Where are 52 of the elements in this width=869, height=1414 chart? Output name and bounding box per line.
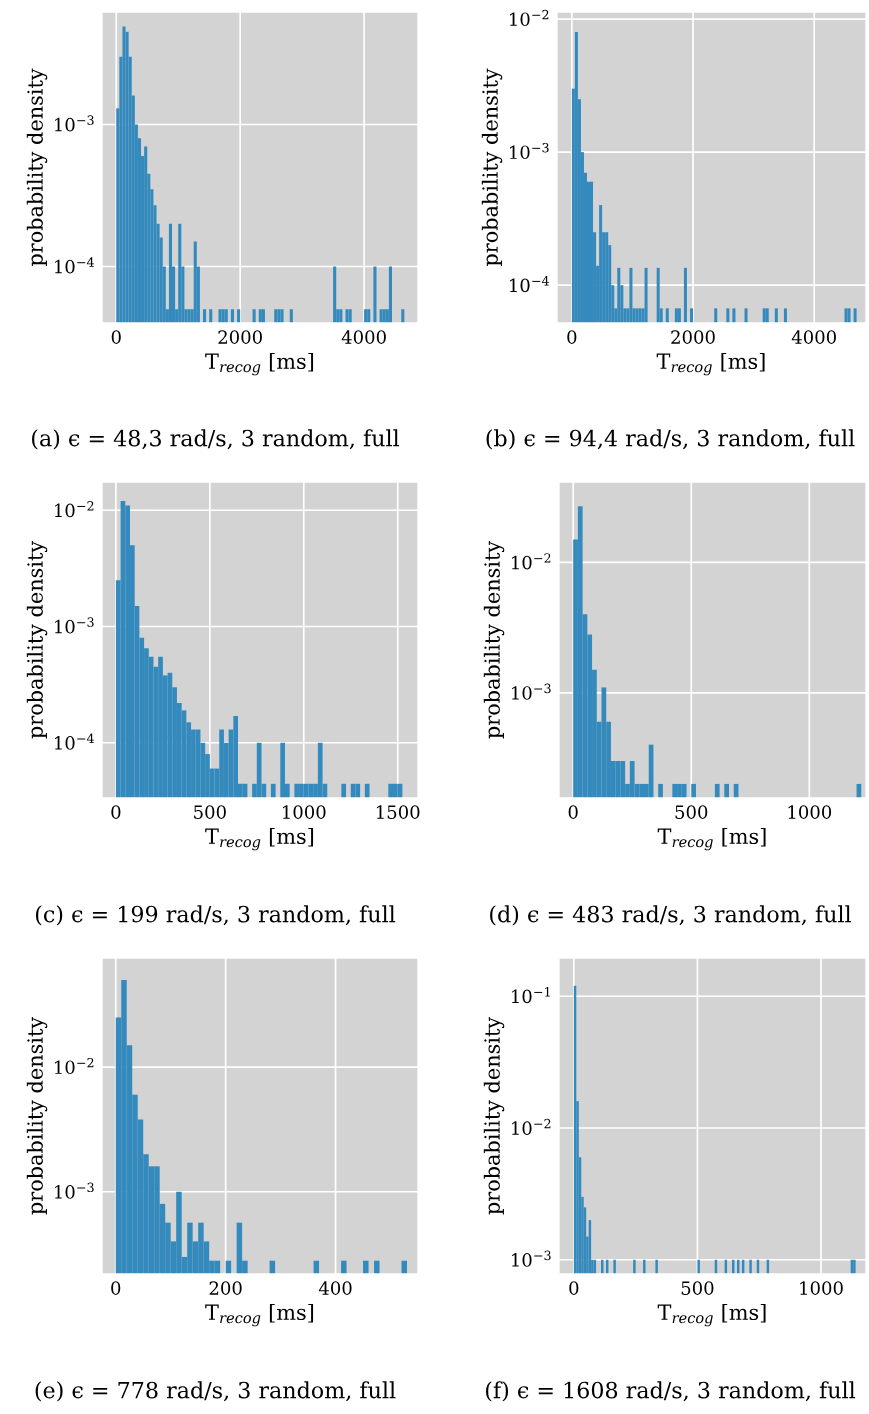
y-tick-label: 10$^{−2}$ xyxy=(510,9,549,27)
x-tick-label: 0 xyxy=(569,1281,579,1295)
x-axis-title: T$_{recog}$ [ms] xyxy=(657,1303,766,1327)
x-tick-label: 2000 xyxy=(218,330,262,344)
x-tick-label: 500 xyxy=(194,805,226,819)
x-tick-label: 500 xyxy=(681,1281,714,1295)
y-axis-title: probability density xyxy=(26,540,48,739)
x-tick-label: 1000 xyxy=(800,1281,843,1295)
y-tick-label: 10$^{−2}$ xyxy=(512,553,551,570)
y-axis-title: probability density xyxy=(481,68,503,267)
text: (d) ϵ = 483 rad/s, 3 random, full xyxy=(490,905,852,926)
y-tick-label: 10$^{−2}$ xyxy=(55,1057,94,1075)
x-tick-label: 4000 xyxy=(341,330,386,344)
y-tick-label: 10$^{−3}$ xyxy=(55,1182,94,1199)
y-tick-label: 10$^{−4}$ xyxy=(55,257,94,274)
text: (b) ϵ = 94,4 rad/s, 3 random, full xyxy=(486,429,855,450)
y-tick-label: 10$^{−3}$ xyxy=(512,1250,551,1267)
x-tick-label: 1000 xyxy=(788,805,832,819)
x-tick-label: 1000 xyxy=(283,805,326,819)
y-tick-label: 10$^{−4}$ xyxy=(55,733,94,750)
text: (e) ϵ = 778 rad/s, 3 random, full xyxy=(35,1381,396,1402)
x-tick-label: 1500 xyxy=(376,805,420,819)
x-axis-title: T$_{recog}$ [ms] xyxy=(656,352,765,376)
x-axis-title: T$_{recog}$ [ms] xyxy=(657,827,766,851)
y-tick-label: 10$^{−3}$ xyxy=(512,683,551,700)
x-tick-label: 0 xyxy=(111,330,121,344)
y-axis-title: probability density xyxy=(26,68,48,267)
x-axis-title: T$_{recog}$ [ms] xyxy=(205,1303,314,1327)
y-tick-label: 10$^{−3}$ xyxy=(510,142,549,160)
y-axis-title: probability density xyxy=(483,1016,505,1215)
y-tick-label: 10$^{−3}$ xyxy=(55,115,94,132)
x-tick-label: 500 xyxy=(675,805,708,819)
x-tick-label: 0 xyxy=(111,805,121,819)
x-tick-label: 400 xyxy=(318,1281,352,1295)
x-axis-title: T$_{recog}$ [ms] xyxy=(205,352,314,376)
x-tick-label: 0 xyxy=(568,805,578,819)
y-tick-label: 10$^{−2}$ xyxy=(512,1118,551,1135)
x-tick-label: 2000 xyxy=(671,330,715,344)
y-axis-title: probability density xyxy=(483,540,505,739)
y-tick-label: 10$^{−1}$ xyxy=(512,987,550,1004)
y-axis-title: probability density xyxy=(26,1016,48,1215)
y-tick-label: 10$^{−2}$ xyxy=(55,501,94,518)
y-tick-label: 10$^{−3}$ xyxy=(55,617,94,634)
x-tick-label: 0 xyxy=(111,1281,121,1295)
x-tick-label: 4000 xyxy=(791,330,836,344)
x-tick-label: 200 xyxy=(209,1281,242,1295)
x-axis-title: T$_{recog}$ [ms] xyxy=(205,827,314,851)
x-tick-label: 0 xyxy=(567,330,577,344)
y-tick-label: 10$^{−4}$ xyxy=(510,276,549,293)
text: (f) ϵ = 1608 rad/s, 3 random, full xyxy=(486,1381,856,1402)
text: (a) ϵ = 48,3 rad/s, 3 random, full xyxy=(32,429,400,450)
text: (c) ϵ = 199 rad/s, 3 random, full xyxy=(35,905,396,926)
